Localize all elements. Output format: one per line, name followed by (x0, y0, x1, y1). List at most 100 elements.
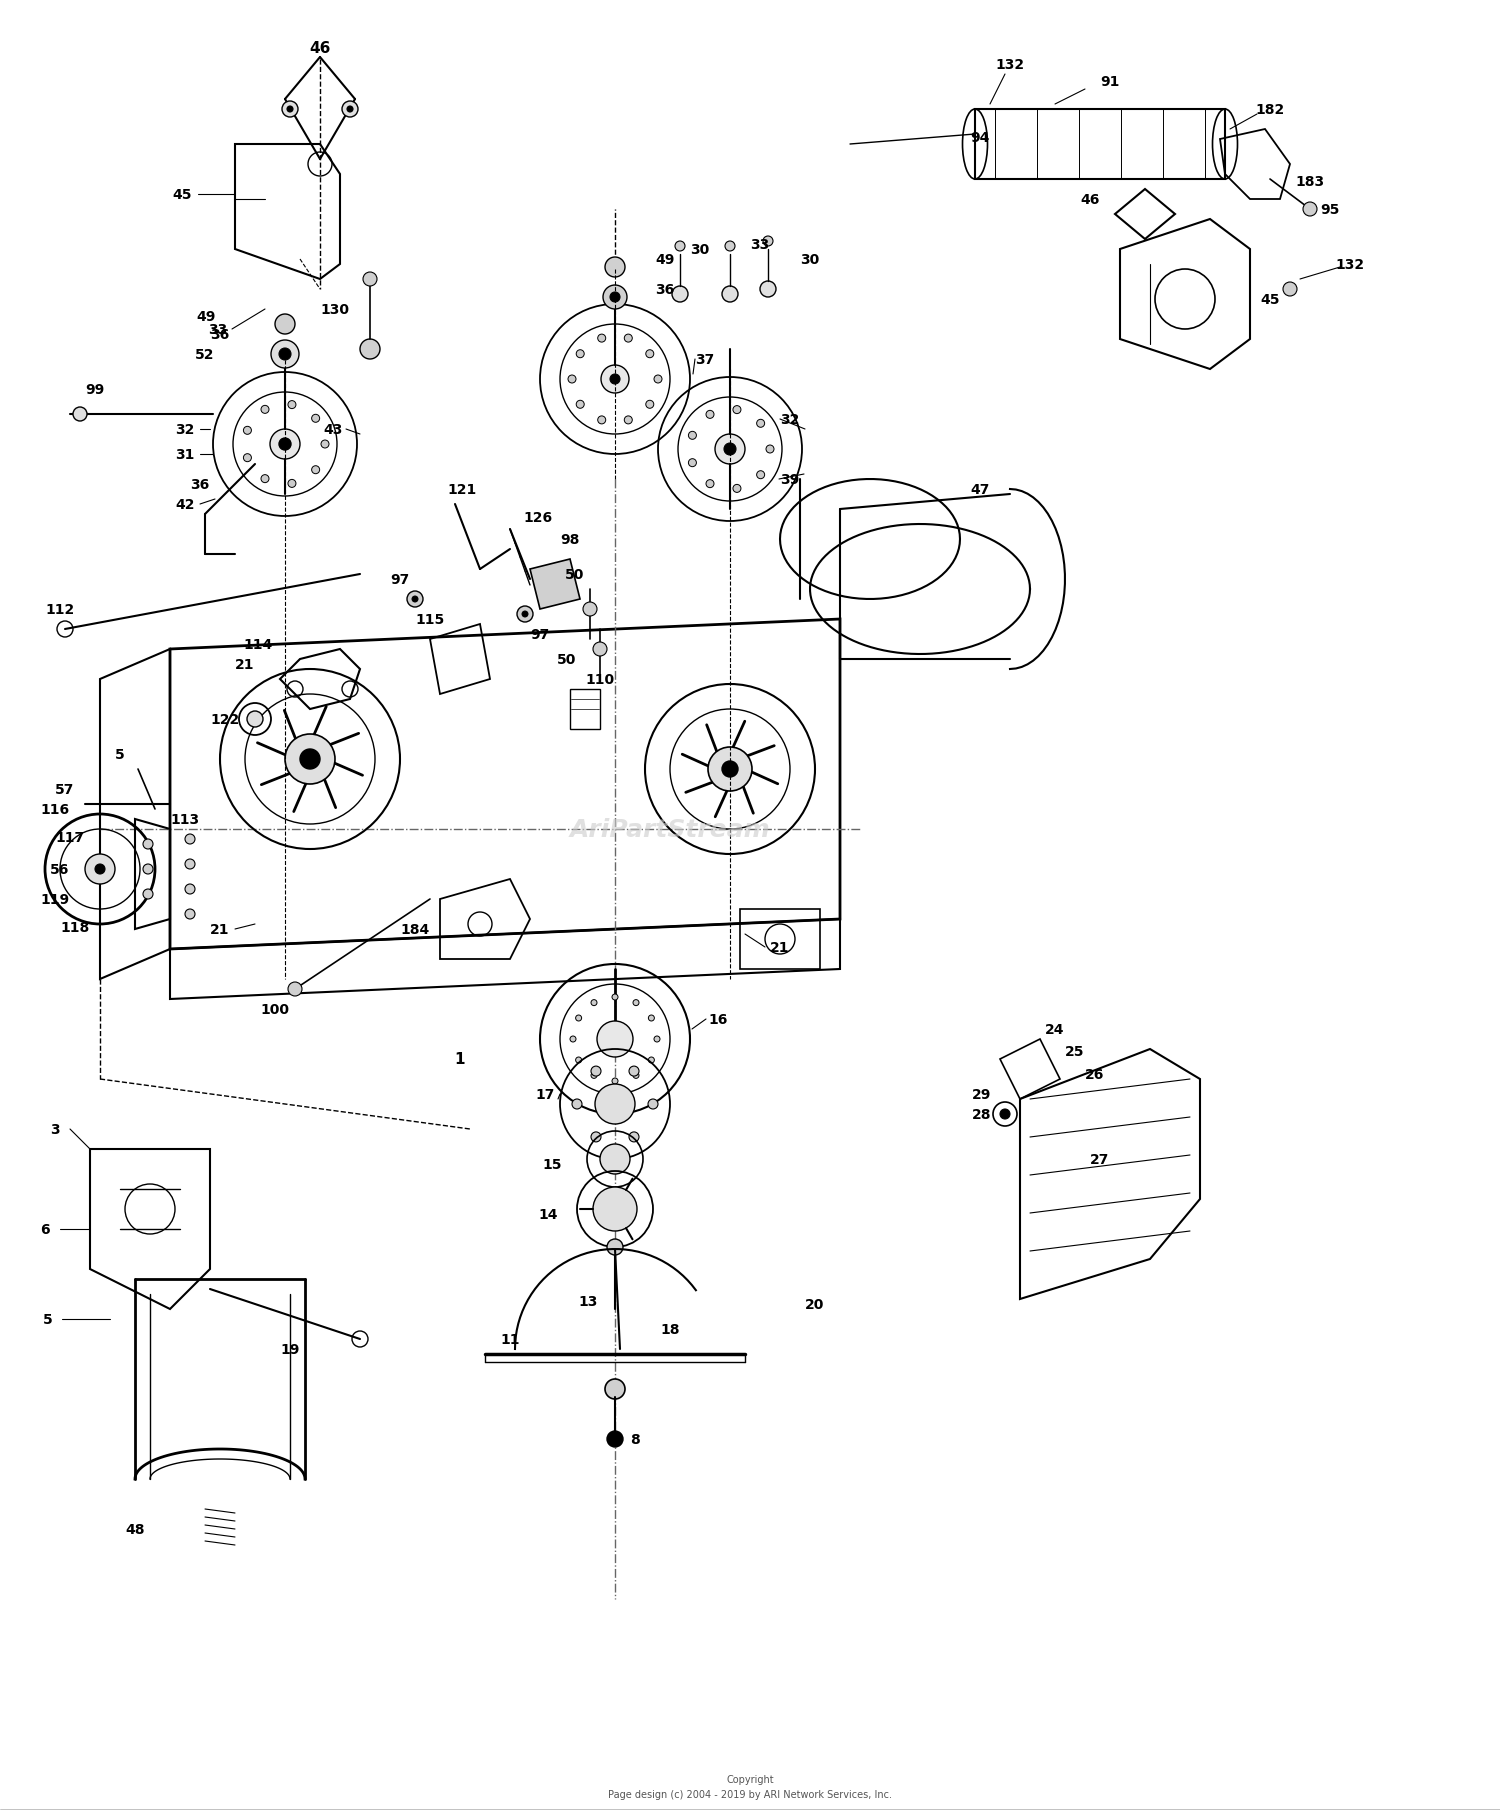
Circle shape (142, 840, 153, 849)
Circle shape (756, 421, 765, 428)
Circle shape (628, 1067, 639, 1076)
Text: 119: 119 (40, 892, 69, 907)
Circle shape (248, 711, 262, 727)
Text: 30: 30 (690, 243, 709, 258)
Circle shape (612, 994, 618, 1001)
Bar (975, 111, 1226, 180)
Circle shape (591, 1132, 602, 1143)
Circle shape (568, 375, 576, 385)
Circle shape (570, 1036, 576, 1043)
Circle shape (610, 375, 620, 385)
Text: 50: 50 (566, 568, 585, 582)
Text: 36: 36 (656, 283, 675, 297)
Circle shape (608, 1431, 622, 1448)
Text: 49: 49 (196, 310, 216, 325)
Circle shape (272, 341, 298, 368)
Circle shape (184, 885, 195, 894)
Text: 49: 49 (656, 252, 675, 267)
Text: 30: 30 (801, 252, 819, 267)
Circle shape (766, 446, 774, 454)
Text: 28: 28 (972, 1107, 992, 1121)
Text: 6: 6 (40, 1223, 50, 1237)
Text: 26: 26 (1086, 1067, 1104, 1081)
Circle shape (591, 1000, 597, 1007)
Circle shape (288, 401, 296, 410)
Circle shape (624, 336, 633, 343)
Text: 183: 183 (1296, 174, 1324, 189)
Text: 94: 94 (970, 131, 990, 145)
Bar (570, 689, 600, 729)
Circle shape (584, 602, 597, 617)
Circle shape (603, 287, 627, 310)
Circle shape (261, 475, 268, 483)
Text: 47: 47 (970, 483, 990, 497)
Text: 21: 21 (771, 940, 789, 954)
Text: 100: 100 (261, 1003, 290, 1016)
Circle shape (764, 238, 772, 247)
Circle shape (596, 1085, 634, 1125)
Text: Page design (c) 2004 - 2019 by ARI Network Services, Inc.: Page design (c) 2004 - 2019 by ARI Netwo… (608, 1789, 892, 1799)
Text: 91: 91 (1101, 74, 1119, 89)
Text: 115: 115 (416, 613, 444, 626)
Bar (740, 909, 821, 969)
Text: 57: 57 (56, 782, 75, 796)
Text: 113: 113 (171, 813, 200, 827)
Circle shape (282, 102, 298, 118)
Circle shape (300, 749, 320, 769)
Circle shape (654, 1036, 660, 1043)
Text: 50: 50 (558, 653, 576, 666)
Text: 1: 1 (454, 1052, 465, 1067)
Text: 45: 45 (172, 189, 192, 201)
Text: 11: 11 (500, 1331, 519, 1346)
Text: 46: 46 (309, 40, 330, 56)
Circle shape (1304, 203, 1317, 218)
Circle shape (576, 350, 584, 359)
Text: 5: 5 (116, 747, 124, 762)
Text: 27: 27 (1090, 1152, 1110, 1166)
Circle shape (672, 287, 688, 303)
Circle shape (648, 1016, 654, 1021)
Circle shape (591, 1067, 602, 1076)
Circle shape (648, 1058, 654, 1063)
Circle shape (86, 854, 116, 885)
Circle shape (142, 889, 153, 900)
Circle shape (261, 406, 268, 414)
Text: 46: 46 (1080, 192, 1100, 207)
Circle shape (243, 426, 252, 435)
Circle shape (597, 336, 606, 343)
Circle shape (243, 455, 252, 463)
Circle shape (576, 1058, 582, 1063)
Circle shape (597, 1021, 633, 1058)
Text: 98: 98 (561, 533, 579, 546)
Circle shape (576, 401, 584, 408)
Polygon shape (530, 561, 580, 610)
Text: 42: 42 (176, 497, 195, 512)
Circle shape (602, 366, 628, 394)
Circle shape (184, 834, 195, 845)
Circle shape (716, 435, 746, 464)
Circle shape (413, 597, 419, 602)
Circle shape (624, 417, 633, 424)
Text: 184: 184 (400, 923, 429, 936)
Text: 3: 3 (50, 1123, 60, 1136)
Text: 39: 39 (780, 473, 800, 486)
Text: 31: 31 (176, 448, 195, 463)
Text: 56: 56 (51, 862, 69, 876)
Text: 48: 48 (126, 1522, 146, 1536)
Text: 8: 8 (630, 1433, 640, 1446)
Circle shape (288, 481, 296, 488)
Text: 43: 43 (324, 423, 342, 437)
Text: 24: 24 (1046, 1023, 1065, 1036)
Circle shape (592, 642, 608, 657)
Circle shape (722, 287, 738, 303)
Circle shape (346, 107, 352, 112)
Text: 130: 130 (321, 303, 350, 317)
Circle shape (522, 611, 528, 617)
Circle shape (706, 481, 714, 488)
Circle shape (708, 747, 752, 791)
Text: 21: 21 (210, 923, 230, 936)
Text: 182: 182 (1256, 103, 1284, 116)
Text: 18: 18 (660, 1322, 680, 1337)
Text: 45: 45 (1260, 292, 1280, 307)
Circle shape (285, 735, 334, 785)
